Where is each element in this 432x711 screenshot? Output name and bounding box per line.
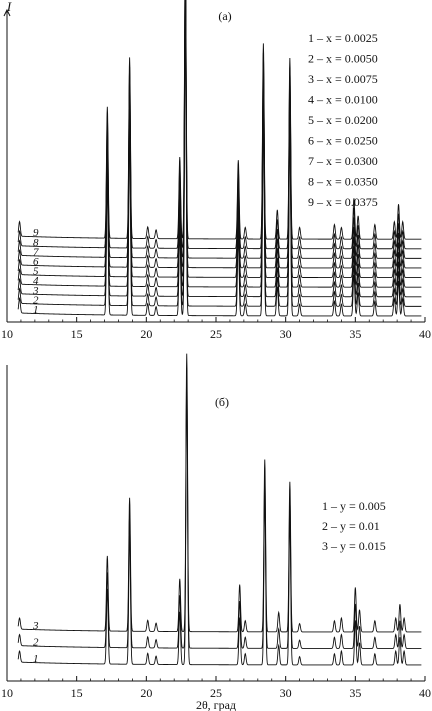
series-line-6 bbox=[17, 0, 422, 269]
curve-label-1: 1 bbox=[33, 653, 39, 665]
x-tick-label: 35 bbox=[349, 327, 361, 341]
x-tick-label: 20 bbox=[140, 327, 152, 341]
x-tick-label: 10 bbox=[1, 327, 13, 341]
curve-label-5: 5 bbox=[33, 266, 39, 278]
x-tick-label: 25 bbox=[210, 686, 222, 700]
curve-label-2: 2 bbox=[33, 294, 39, 306]
legend-entry-5: 5 – x = 0.0200 bbox=[308, 113, 378, 127]
curve-label-3: 3 bbox=[32, 285, 39, 297]
x-axis-label: 2θ, град bbox=[196, 698, 236, 711]
series-line-9 bbox=[17, 0, 422, 240]
x-tick-label: 35 bbox=[349, 686, 361, 700]
series-line-2 bbox=[17, 13, 422, 307]
x-tick-label: 25 bbox=[210, 327, 222, 341]
x-tick-label: 15 bbox=[71, 327, 83, 341]
series-line-3 bbox=[17, 353, 422, 633]
series-line-7 bbox=[17, 0, 422, 259]
curve-label-6: 6 bbox=[33, 256, 39, 268]
legend-entry-2: 2 – y = 0.01 bbox=[322, 519, 380, 533]
legend-entry-2: 2 – x = 0.0050 bbox=[308, 52, 378, 66]
curve-label-8: 8 bbox=[33, 237, 39, 249]
x-tick-label: 30 bbox=[280, 686, 292, 700]
series-line-1 bbox=[17, 23, 422, 317]
curve-label-2: 2 bbox=[33, 637, 39, 649]
series-line-3 bbox=[17, 4, 422, 298]
series-line-4 bbox=[17, 0, 422, 288]
y-axis-label: I bbox=[6, 0, 12, 14]
legend-entry-1: 1 – x = 0.0025 bbox=[308, 31, 378, 45]
x-tick-label: 15 bbox=[71, 686, 83, 700]
panel-label: (a) bbox=[218, 9, 231, 23]
x-tick-label: 40 bbox=[419, 686, 431, 700]
x-tick-label: 20 bbox=[140, 686, 152, 700]
panel-label: (б) bbox=[215, 395, 229, 409]
legend-entry-1: 1 – y = 0.005 bbox=[322, 499, 386, 513]
series-line-1 bbox=[17, 386, 422, 666]
curve-label-1: 1 bbox=[33, 304, 39, 316]
series-line-2 bbox=[17, 370, 422, 649]
x-tick-label: 30 bbox=[280, 327, 292, 341]
legend-entry-8: 8 – x = 0.0350 bbox=[308, 175, 378, 189]
curve-label-9: 9 bbox=[33, 227, 39, 239]
legend-entry-4: 4 – x = 0.0100 bbox=[308, 93, 378, 107]
legend-entry-6: 6 – x = 0.0250 bbox=[308, 134, 378, 148]
series-line-5 bbox=[17, 0, 422, 279]
curve-label-4: 4 bbox=[33, 275, 39, 287]
curve-label-7: 7 bbox=[33, 246, 39, 258]
legend-entry-9: 9 – x = 0.0375 bbox=[308, 195, 378, 209]
legend-entry-3: 3 – x = 0.0075 bbox=[308, 72, 378, 86]
series-line-8 bbox=[17, 0, 422, 250]
y-axis-arrow bbox=[3, 8, 11, 17]
legend-entry-7: 7 – x = 0.0300 bbox=[308, 154, 378, 168]
x-tick-label: 10 bbox=[1, 686, 13, 700]
x-tick-label: 40 bbox=[419, 327, 431, 341]
legend-entry-3: 3 – y = 0.015 bbox=[322, 539, 386, 553]
curve-label-3: 3 bbox=[32, 620, 39, 632]
